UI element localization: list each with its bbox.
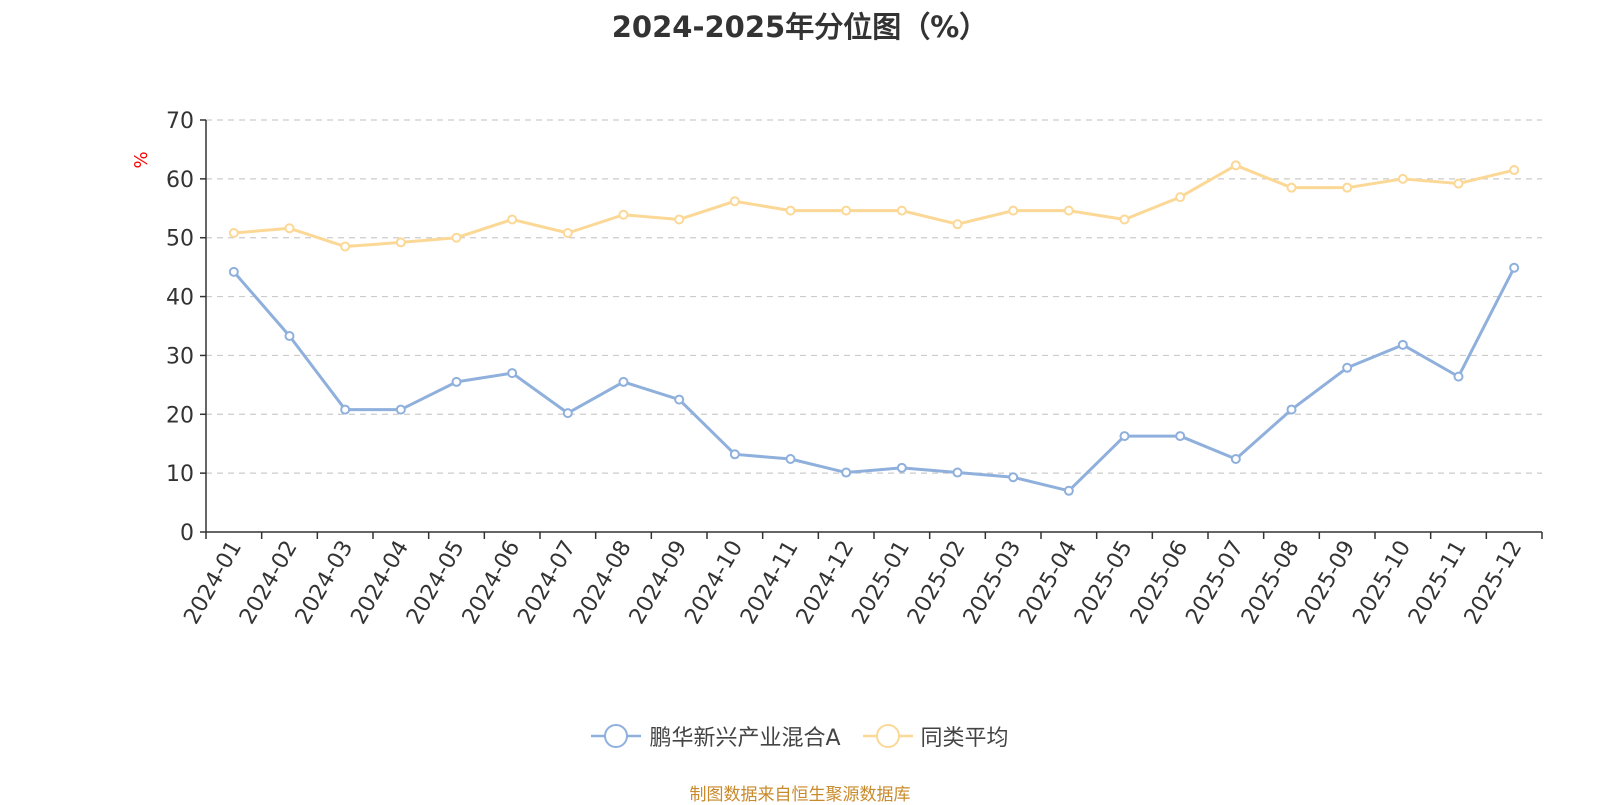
line-chart: % 0102030405060702024-012024-022024-0320… [131,109,1543,629]
data-point [1397,339,1408,350]
data-point [507,368,518,379]
data-point [507,214,518,225]
data-point [340,241,351,252]
data-point [785,454,796,465]
data-point [729,449,740,460]
y-tick-label: 50 [166,227,194,252]
y-tick-label: 20 [166,403,194,428]
data-point [618,376,629,387]
data-point [1453,178,1464,189]
data-point [451,376,462,387]
legend-item-series-2[interactable]: 同类平均 [862,720,1009,752]
series-line-1 [232,267,1516,493]
data-point [952,467,963,478]
data-point [1119,431,1130,442]
legend-marker-icon [862,724,913,748]
y-tick-label: 0 [180,521,194,546]
data-point [896,205,907,216]
series-line-2 [233,163,1515,249]
data-point [618,209,629,220]
data-point [395,237,406,248]
data-point [284,331,295,342]
data-point [228,266,239,277]
legend-label: 鹏华新兴产业混合A [649,726,841,751]
data-point [1119,214,1130,225]
data-point [674,214,685,225]
legend-marker-icon [591,724,642,748]
y-tick-label: 70 [166,109,194,134]
source-footer: 制图数据来自恒生聚源数据库 [689,785,911,805]
data-point [1509,262,1520,273]
data-point [451,232,462,243]
data-point [1286,404,1297,415]
y-tick-label: 30 [166,344,194,369]
data-point [284,223,295,234]
legend-item-series-1[interactable]: 鹏华新兴产业混合A [591,720,841,752]
data-point [1342,182,1353,193]
chart-legend: 鹏华新兴产业混合A 同类平均 [0,720,1600,752]
data-point [952,219,963,230]
legend-label: 同类平均 [920,726,1009,751]
chart-title: 2024-2025年分位图（%） [611,10,989,44]
data-point [729,196,740,207]
data-point [674,394,685,405]
data-point [1230,454,1241,465]
data-point [1063,485,1074,496]
data-point [841,467,852,478]
data-point [1063,205,1074,216]
data-point [1175,192,1186,203]
data-point [1453,371,1464,382]
data-point [340,404,351,415]
data-point [1509,165,1520,176]
data-point [1008,205,1019,216]
y-tick-label: 40 [166,286,194,311]
data-point [562,228,573,239]
data-point [1342,362,1353,373]
y-axis-unit-label: % [131,151,152,168]
data-point [1008,472,1019,483]
y-tick-label: 10 [166,462,194,487]
data-point [841,205,852,216]
data-point [562,408,573,419]
data-point [1175,431,1186,442]
data-point [395,404,406,415]
data-point [785,205,796,216]
data-point [228,228,239,239]
y-tick-label: 60 [166,168,194,193]
data-point [1230,160,1241,171]
data-point [1286,182,1297,193]
data-point [896,462,907,473]
data-point [1397,173,1408,184]
